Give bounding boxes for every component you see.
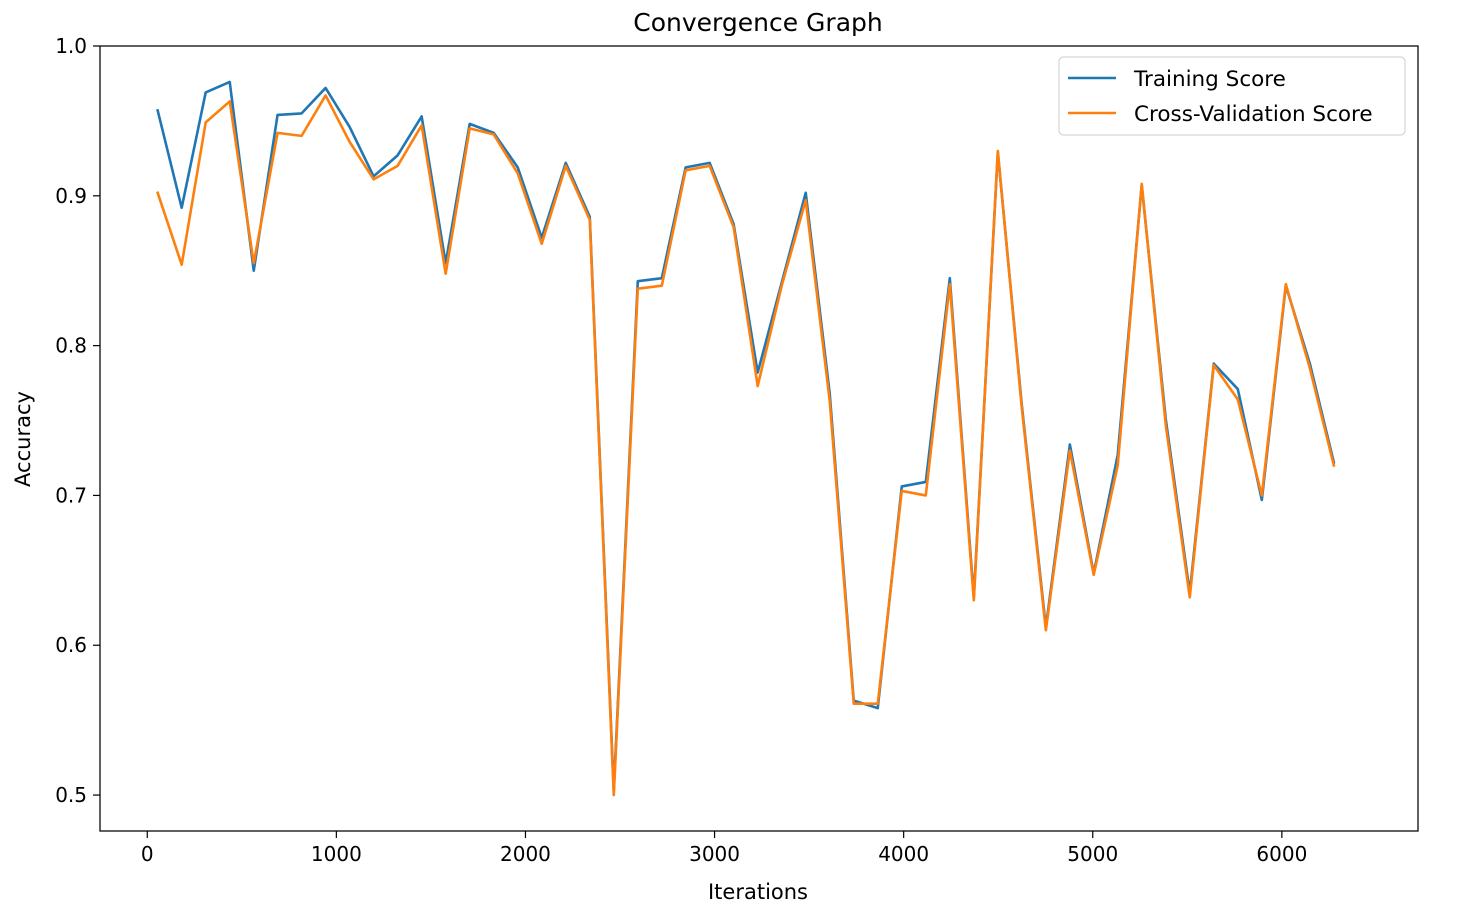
- legend-label: Cross-Validation Score: [1134, 102, 1373, 127]
- series-layer: [156, 80, 1336, 797]
- legend: Training Score Cross-Validation Score: [1058, 56, 1406, 136]
- y-tick-label: 0.8: [55, 334, 87, 358]
- y-tick-label: 0.5: [55, 783, 87, 807]
- chart-title: Convergence Graph: [633, 8, 882, 37]
- y-tick-label: 0.7: [55, 483, 87, 507]
- x-tick-label: 5000: [1067, 842, 1118, 866]
- y-axis-ticks: 0.5 0.6 0.7 0.8 0.9 1.0: [55, 34, 100, 807]
- series-line-cross-validation-score: [156, 94, 1336, 797]
- x-tick-label: 3000: [689, 842, 740, 866]
- legend-box: [1058, 56, 1406, 136]
- y-axis-label: Accuracy: [11, 391, 35, 487]
- x-tick-label: 1000: [311, 842, 362, 866]
- y-tick-label: 0.9: [55, 184, 87, 208]
- x-tick-label: 0: [141, 842, 154, 866]
- legend-label: Training Score: [1133, 67, 1286, 92]
- x-tick-label: 6000: [1256, 842, 1307, 866]
- x-axis-label: Iterations: [708, 880, 808, 904]
- y-tick-label: 1.0: [55, 34, 87, 58]
- y-tick-label: 0.6: [55, 633, 87, 657]
- x-axis-ticks: 0 1000 2000 3000 4000 5000 6000: [141, 831, 1307, 866]
- plot-area: [99, 45, 1419, 832]
- x-tick-label: 4000: [878, 842, 929, 866]
- axes-frame: [99, 45, 1419, 832]
- x-tick-label: 2000: [500, 842, 551, 866]
- legend-entries: Training Score Cross-Validation Score: [1068, 67, 1373, 127]
